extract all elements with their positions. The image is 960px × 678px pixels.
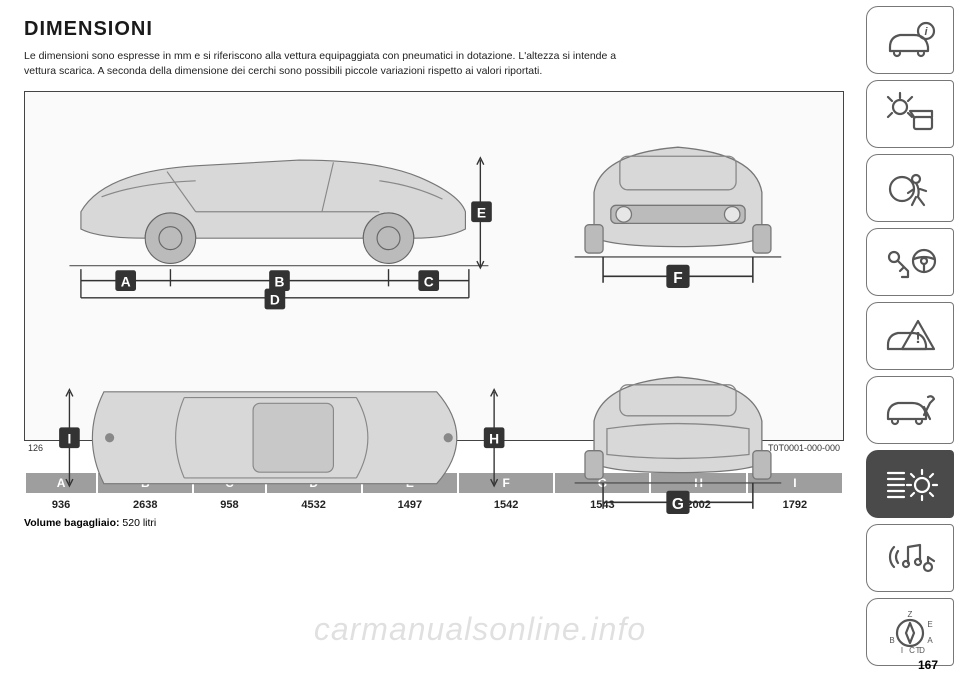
page-number: 167 (918, 658, 938, 672)
tab-settings[interactable] (866, 450, 954, 518)
svg-text:Z: Z (908, 610, 913, 619)
svg-text:I: I (901, 646, 903, 655)
tab-info[interactable]: i (866, 6, 954, 74)
dim-label-B: B (275, 275, 285, 290)
tab-compass[interactable]: ZEADBICT (866, 598, 954, 666)
dim-label-I: I (68, 431, 72, 446)
tab-service[interactable] (866, 376, 954, 444)
svg-text:!: ! (915, 330, 920, 347)
intro-line-1: Le dimensioni sono espresse in mm e si r… (24, 50, 616, 62)
tab-airbag[interactable] (866, 154, 954, 222)
svg-text:T: T (916, 646, 921, 655)
dim-label-G: G (672, 496, 684, 513)
dimensions-figure: E A B C D (24, 91, 844, 441)
svg-text:E: E (927, 620, 932, 629)
page-title: DIMENSIONI (24, 18, 844, 41)
dim-label-F: F (673, 270, 682, 287)
dim-label-D: D (270, 293, 280, 308)
tab-lights[interactable] (866, 80, 954, 148)
intro-line-2: vettura scarica. A seconda della dimensi… (24, 65, 542, 77)
svg-text:A: A (927, 636, 933, 645)
intro-text: Le dimensioni sono espresse in mm e si r… (24, 49, 844, 79)
dim-label-E: E (477, 206, 486, 221)
svg-text:i: i (924, 26, 928, 38)
tab-key-wheel[interactable] (866, 228, 954, 296)
dim-label-C: C (424, 275, 434, 290)
figure-top-view: I H (35, 328, 517, 548)
tab-hazard[interactable]: ! (866, 302, 954, 370)
dim-label-A: A (121, 275, 131, 290)
tab-media-nav[interactable] (866, 524, 954, 592)
figure-side-view: E A B C D (35, 102, 517, 322)
svg-text:B: B (889, 636, 894, 645)
figure-front-view: F (523, 102, 833, 322)
svg-text:C: C (909, 646, 915, 655)
dim-label-H: H (489, 431, 499, 446)
figure-rear-view: G (523, 328, 833, 548)
section-tabs: i ! ZEADBICT (866, 6, 954, 666)
